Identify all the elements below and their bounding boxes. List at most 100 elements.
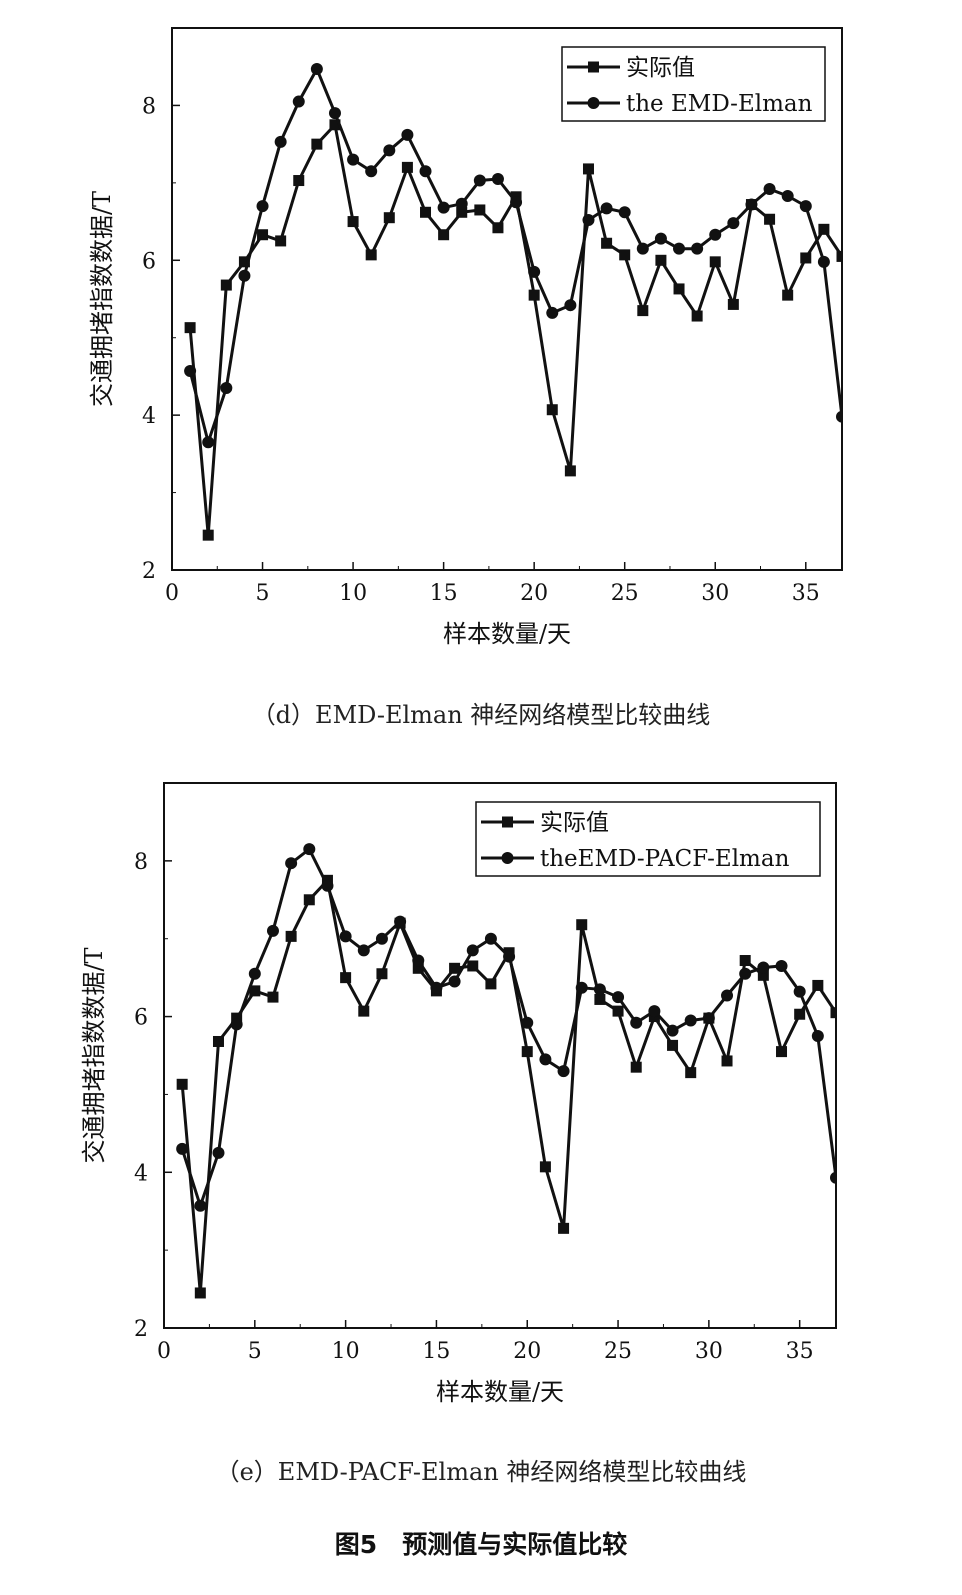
data-point	[655, 254, 667, 266]
data-point	[546, 404, 558, 416]
data-point	[184, 365, 197, 378]
data-point	[321, 879, 334, 892]
data-point	[430, 981, 443, 994]
data-point	[619, 249, 631, 261]
x-axis-label: 样本数量/天	[436, 1378, 564, 1406]
data-point	[594, 993, 606, 1005]
y-tick-label: 2	[142, 559, 156, 584]
data-point	[376, 968, 388, 980]
chart-e: 0 5 10 15 20 25 30 35 2 4 6 8 样本数量/天 交通拥堵指数数据/T 实际值 the…	[80, 782, 837, 1406]
data-point	[329, 119, 341, 131]
legend: 实际值 theEMD-PACF-Elman	[475, 801, 821, 877]
data-point	[576, 919, 588, 931]
data-point	[745, 198, 758, 211]
data-point	[817, 255, 830, 268]
data-point	[303, 843, 316, 856]
data-point	[274, 135, 287, 148]
data-point	[521, 1046, 533, 1058]
x-tick-label: 30	[695, 1339, 723, 1364]
series-line	[188, 65, 842, 448]
data-point	[727, 298, 739, 310]
plot-frame	[163, 782, 837, 1329]
data-point	[558, 1222, 570, 1234]
x-tick-label: 5	[248, 1339, 262, 1364]
data-point	[357, 944, 370, 957]
x-tick-label: 0	[157, 1339, 171, 1364]
data-point	[684, 1014, 697, 1027]
data-point	[420, 206, 432, 218]
x-tick-label: 0	[165, 581, 179, 606]
legend: 实际值 the EMD-Elman	[561, 46, 826, 122]
legend-label: the EMD-Elman	[626, 91, 813, 117]
data-point	[293, 175, 305, 187]
chart-e-caption: （e）EMD-PACF-Elman 神经网络模型比较曲线	[215, 1458, 747, 1486]
legend-box	[475, 801, 821, 877]
y-tick-label: 8	[142, 94, 156, 119]
x-tick-label: 20	[513, 1339, 541, 1364]
data-point	[492, 222, 504, 234]
data-point	[557, 1065, 570, 1078]
data-point	[249, 985, 261, 997]
data-point	[412, 954, 425, 967]
data-point	[257, 229, 269, 241]
data-point	[764, 213, 776, 225]
data-point	[212, 1035, 224, 1047]
data-point	[448, 975, 461, 988]
data-point	[709, 228, 722, 241]
data-point	[781, 190, 794, 203]
chart-d: 0 5 10 15 20 25 30 35 2 4 6 8 样本数量/天 交通拥堵指数数据/T 实际值 the…	[88, 27, 843, 648]
data-point	[612, 1005, 624, 1017]
data-point	[739, 967, 752, 980]
data-point	[419, 165, 432, 178]
data-point	[220, 279, 232, 291]
data-point	[412, 962, 424, 974]
data-point	[564, 299, 577, 312]
data-point	[438, 229, 450, 241]
data-point	[793, 985, 806, 998]
y-tick-label: 8	[134, 850, 148, 875]
data-point	[328, 107, 341, 120]
x-tick-label: 35	[786, 1339, 814, 1364]
data-point	[484, 932, 497, 945]
data-point	[757, 961, 770, 974]
data-point	[800, 252, 812, 264]
data-point	[673, 283, 685, 295]
data-point	[836, 250, 842, 262]
data-point	[212, 1146, 225, 1159]
data-point	[401, 128, 414, 141]
data-point	[830, 1007, 836, 1019]
data-point	[311, 138, 323, 150]
x-axis-label: 样本数量/天	[443, 620, 571, 648]
data-point	[202, 436, 215, 449]
data-point	[358, 1005, 370, 1017]
series-line	[180, 846, 836, 1211]
data-point	[727, 217, 740, 230]
y-axis-label: 交通拥堵指数数据/T	[88, 191, 116, 407]
data-point	[721, 1055, 733, 1067]
y-axis-label: 交通拥堵指数数据/T	[80, 947, 108, 1163]
data-point	[811, 1030, 824, 1043]
data-point	[184, 322, 196, 334]
data-point	[673, 242, 686, 255]
data-point	[176, 1078, 188, 1090]
data-point	[510, 196, 523, 209]
x-tick-label: 20	[520, 581, 548, 606]
data-point	[582, 214, 595, 227]
data-point	[238, 269, 251, 282]
chart-d-caption: （d）EMD-Elman 神经网络模型比较曲线	[251, 701, 711, 729]
series-line	[188, 121, 842, 536]
figure-title: 图5 预测值与实际值比较	[334, 1530, 628, 1559]
data-point	[600, 202, 613, 215]
data-point	[739, 955, 751, 967]
data-point	[176, 1142, 189, 1155]
data-point	[630, 1061, 642, 1073]
data-point	[485, 978, 497, 990]
x-tick-label: 15	[422, 1339, 450, 1364]
data-point	[799, 200, 812, 213]
data-point	[194, 1287, 206, 1299]
data-point	[194, 1199, 207, 1212]
data-point	[630, 1016, 643, 1029]
data-point	[637, 305, 649, 317]
data-point	[340, 972, 352, 984]
